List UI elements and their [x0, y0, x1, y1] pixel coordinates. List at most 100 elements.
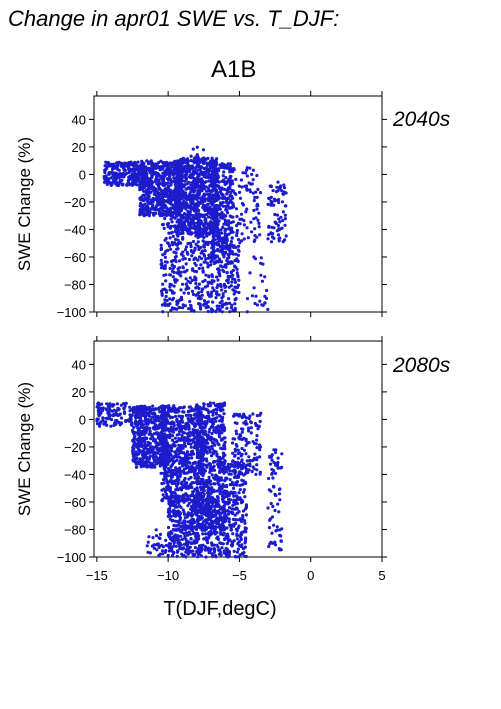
data-point — [205, 203, 209, 207]
data-point — [106, 160, 110, 165]
data-point — [166, 525, 171, 530]
data-point — [161, 427, 165, 432]
data-point — [207, 475, 211, 479]
data-point — [271, 232, 275, 236]
data-point — [195, 539, 199, 544]
data-point — [175, 174, 179, 178]
data-point — [200, 472, 204, 476]
data-point — [160, 405, 164, 409]
data-point — [145, 159, 149, 163]
data-point — [135, 424, 139, 428]
data-point — [224, 250, 228, 254]
data-point — [153, 407, 158, 411]
data-point — [211, 410, 215, 415]
data-point — [207, 215, 211, 219]
data-point — [194, 278, 198, 282]
data-point — [209, 226, 214, 230]
data-point — [162, 419, 166, 423]
data-point — [161, 183, 165, 187]
data-point — [206, 305, 210, 309]
data-point — [210, 431, 214, 436]
data-point — [179, 443, 183, 448]
data-point — [181, 201, 186, 205]
data-point — [282, 186, 287, 190]
data-point — [275, 185, 279, 189]
data-point — [179, 270, 183, 274]
data-point — [168, 285, 172, 289]
data-point — [133, 172, 137, 176]
figure-title: Change in apr01 SWE vs. T_DJF: — [8, 6, 340, 31]
data-point — [217, 283, 221, 287]
data-point — [209, 294, 213, 298]
data-point — [211, 300, 215, 304]
data-point — [135, 176, 139, 180]
data-point — [162, 226, 166, 230]
data-point — [212, 464, 216, 468]
data-point — [229, 274, 233, 278]
data-point — [175, 487, 179, 491]
data-point — [170, 263, 174, 267]
data-point — [161, 310, 165, 314]
data-point — [196, 445, 200, 449]
data-point — [143, 456, 147, 460]
data-point — [134, 416, 138, 420]
data-point — [281, 218, 285, 223]
data-point — [210, 468, 214, 472]
data-point — [212, 288, 216, 293]
data-point — [212, 210, 217, 214]
data-point — [138, 213, 142, 217]
data-point — [255, 303, 260, 307]
data-point — [274, 221, 278, 226]
data-point — [146, 177, 150, 181]
plot-frame — [93, 95, 383, 313]
data-point — [169, 212, 173, 216]
data-point — [164, 290, 169, 294]
data-point — [202, 402, 206, 406]
data-point — [132, 435, 136, 439]
data-point — [120, 163, 124, 167]
data-point — [102, 175, 106, 179]
data-point — [245, 226, 249, 230]
data-point — [160, 448, 164, 452]
data-point — [202, 235, 206, 240]
data-point — [166, 248, 170, 252]
data-point — [240, 185, 244, 189]
data-point — [205, 501, 209, 505]
data-point — [179, 216, 183, 220]
data-point — [203, 249, 207, 253]
data-point — [230, 261, 234, 265]
data-point — [257, 211, 261, 215]
data-point — [148, 210, 152, 215]
data-point — [146, 447, 150, 452]
data-point — [182, 457, 186, 461]
data-point — [144, 174, 148, 178]
data-point — [161, 209, 165, 213]
data-point — [195, 197, 199, 201]
data-point — [185, 268, 189, 272]
data-point — [236, 283, 240, 287]
data-point — [145, 428, 149, 432]
data-point — [149, 190, 153, 194]
data-point — [148, 462, 152, 466]
data-point — [211, 418, 215, 422]
data-point — [153, 413, 157, 417]
data-point — [192, 209, 196, 213]
data-point — [221, 499, 225, 504]
y-tick-label: −60 — [64, 250, 86, 265]
data-point — [160, 462, 164, 466]
data-point — [161, 167, 165, 171]
data-point — [202, 260, 206, 264]
data-point — [193, 184, 197, 188]
data-point — [255, 173, 259, 178]
data-point — [146, 189, 151, 193]
data-point — [168, 421, 172, 426]
data-point — [225, 258, 229, 263]
data-point — [239, 212, 244, 216]
data-point — [192, 481, 196, 485]
data-point — [244, 184, 249, 188]
data-point — [139, 442, 143, 446]
data-point — [163, 216, 167, 221]
data-point — [142, 189, 146, 193]
data-point — [196, 236, 200, 240]
data-point — [164, 205, 168, 209]
